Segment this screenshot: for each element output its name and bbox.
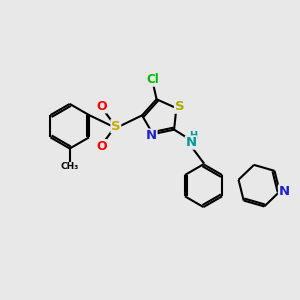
Text: N: N [146, 129, 157, 142]
Text: H: H [189, 131, 197, 141]
Text: CH₃: CH₃ [61, 162, 79, 171]
Text: O: O [96, 140, 107, 153]
Text: N: N [185, 136, 197, 149]
Text: S: S [175, 100, 184, 113]
Text: Cl: Cl [147, 73, 159, 86]
Text: N: N [279, 185, 290, 198]
Text: S: S [111, 120, 121, 133]
Text: O: O [96, 100, 107, 113]
